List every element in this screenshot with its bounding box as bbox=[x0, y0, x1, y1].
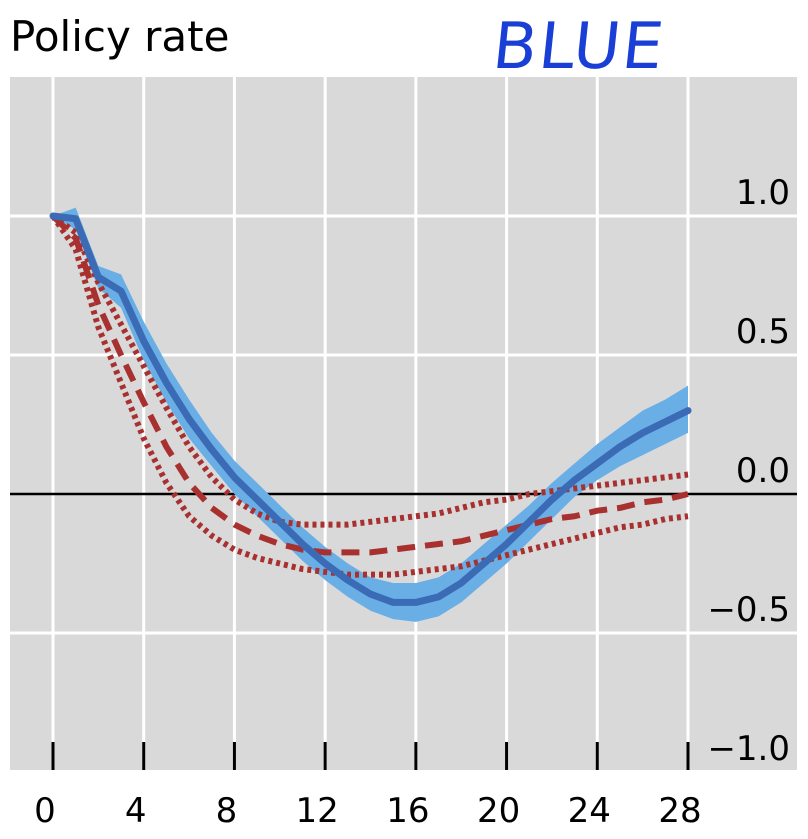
x-tick-label: 12 bbox=[296, 791, 339, 831]
y-tick-label: −1.0 bbox=[707, 729, 790, 769]
x-tick-label: 4 bbox=[125, 791, 147, 831]
x-tick-label: 24 bbox=[568, 791, 611, 831]
x-tick-label: 20 bbox=[477, 791, 520, 831]
y-tick-label: 0.5 bbox=[736, 312, 790, 352]
x-tick-label: 0 bbox=[34, 791, 56, 831]
x-axis: 0 4 8 12 16 20 24 28 bbox=[34, 742, 702, 831]
series-line-dotted-3 bbox=[50, 214, 689, 578]
y-axis: −1.0 −0.5 0.0 0.5 1.0 bbox=[707, 173, 790, 769]
x-tick-label: 16 bbox=[386, 791, 429, 831]
x-tick-label: 28 bbox=[658, 791, 701, 831]
y-tick-label: 1.0 bbox=[736, 173, 790, 213]
series-layer bbox=[49, 207, 692, 622]
chart-title: Policy rate bbox=[10, 12, 230, 61]
series-line-solid bbox=[49, 212, 692, 606]
x-tick-label: 8 bbox=[216, 791, 238, 831]
annotation-text: BLUE bbox=[494, 9, 669, 82]
y-tick-label: −0.5 bbox=[707, 590, 790, 630]
y-tick-label: 0.0 bbox=[736, 451, 790, 491]
series-line-dotted-2 bbox=[51, 213, 689, 528]
series-line-dashed bbox=[50, 213, 689, 556]
handwritten-annotation: BLUE bbox=[494, 9, 669, 82]
